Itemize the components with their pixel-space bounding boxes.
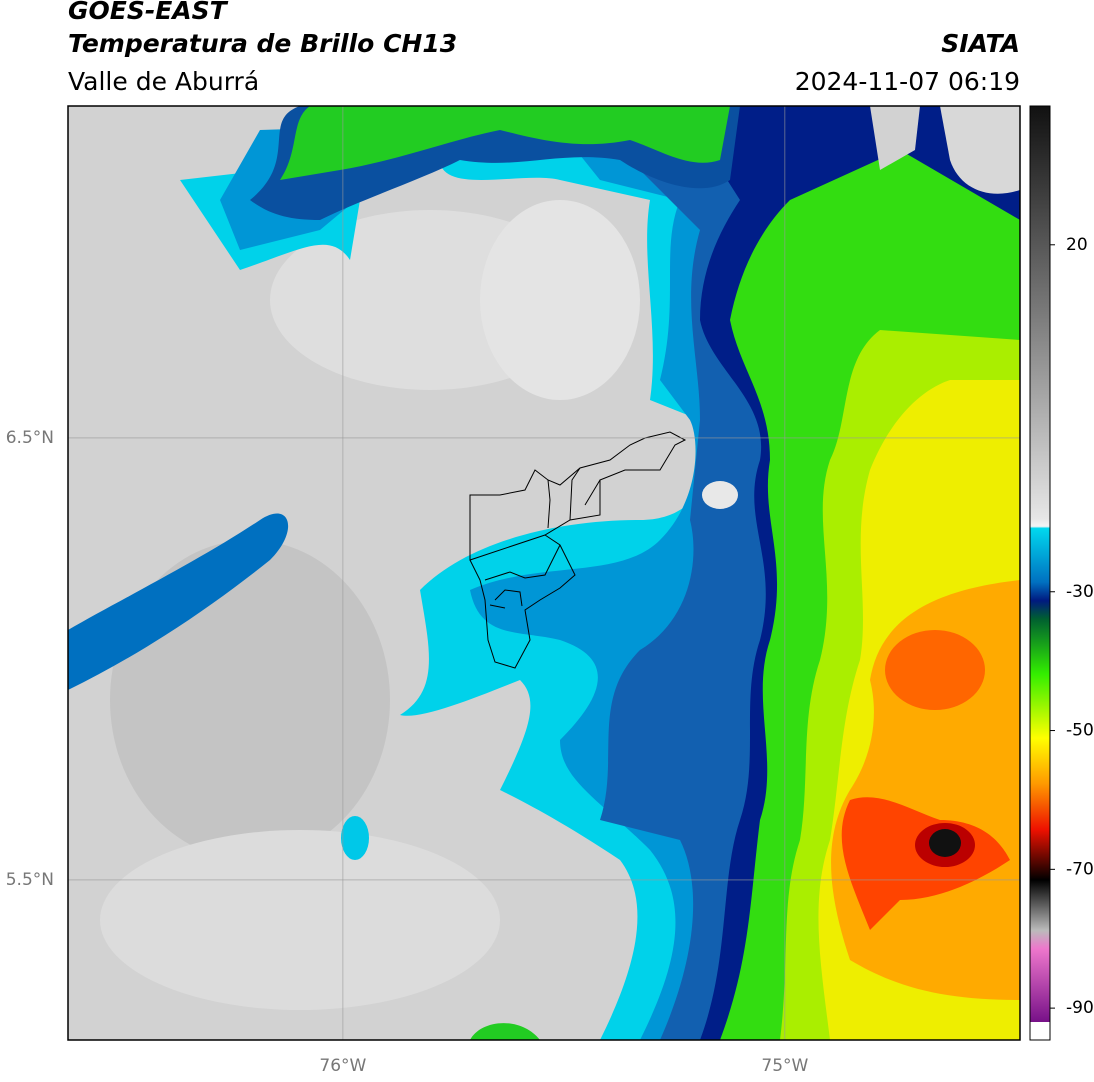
x-tick-label: 75°W bbox=[761, 1056, 808, 1076]
y-tick-label: 5.5°N bbox=[6, 870, 54, 890]
map-frame bbox=[67, 105, 1021, 1041]
y-tick-label: 6.5°N bbox=[6, 428, 54, 448]
colorbar-tick-label: 20 bbox=[1066, 235, 1088, 255]
grid bbox=[68, 106, 1020, 1040]
colorbar-tick-label: -50 bbox=[1066, 721, 1094, 741]
colorbar-extension bbox=[1030, 1022, 1050, 1040]
region: Valle de Aburrá bbox=[68, 67, 259, 96]
colorbar-tick-label: -70 bbox=[1066, 859, 1094, 879]
x-tick-label: 76°W bbox=[319, 1056, 366, 1076]
subtitle: Temperatura de Brillo CH13 bbox=[68, 29, 457, 58]
title: GOES-EAST bbox=[68, 0, 229, 25]
timestamp: 2024-11-07 06:19 bbox=[795, 67, 1020, 96]
satellite-image bbox=[68, 106, 1020, 1040]
colorbar-tick-label: -30 bbox=[1066, 582, 1094, 602]
colorbar-tick-label: -90 bbox=[1066, 998, 1094, 1018]
source: SIATA bbox=[941, 29, 1020, 58]
colorbar bbox=[1030, 106, 1050, 1022]
colorbar-frame bbox=[1029, 105, 1051, 1041]
